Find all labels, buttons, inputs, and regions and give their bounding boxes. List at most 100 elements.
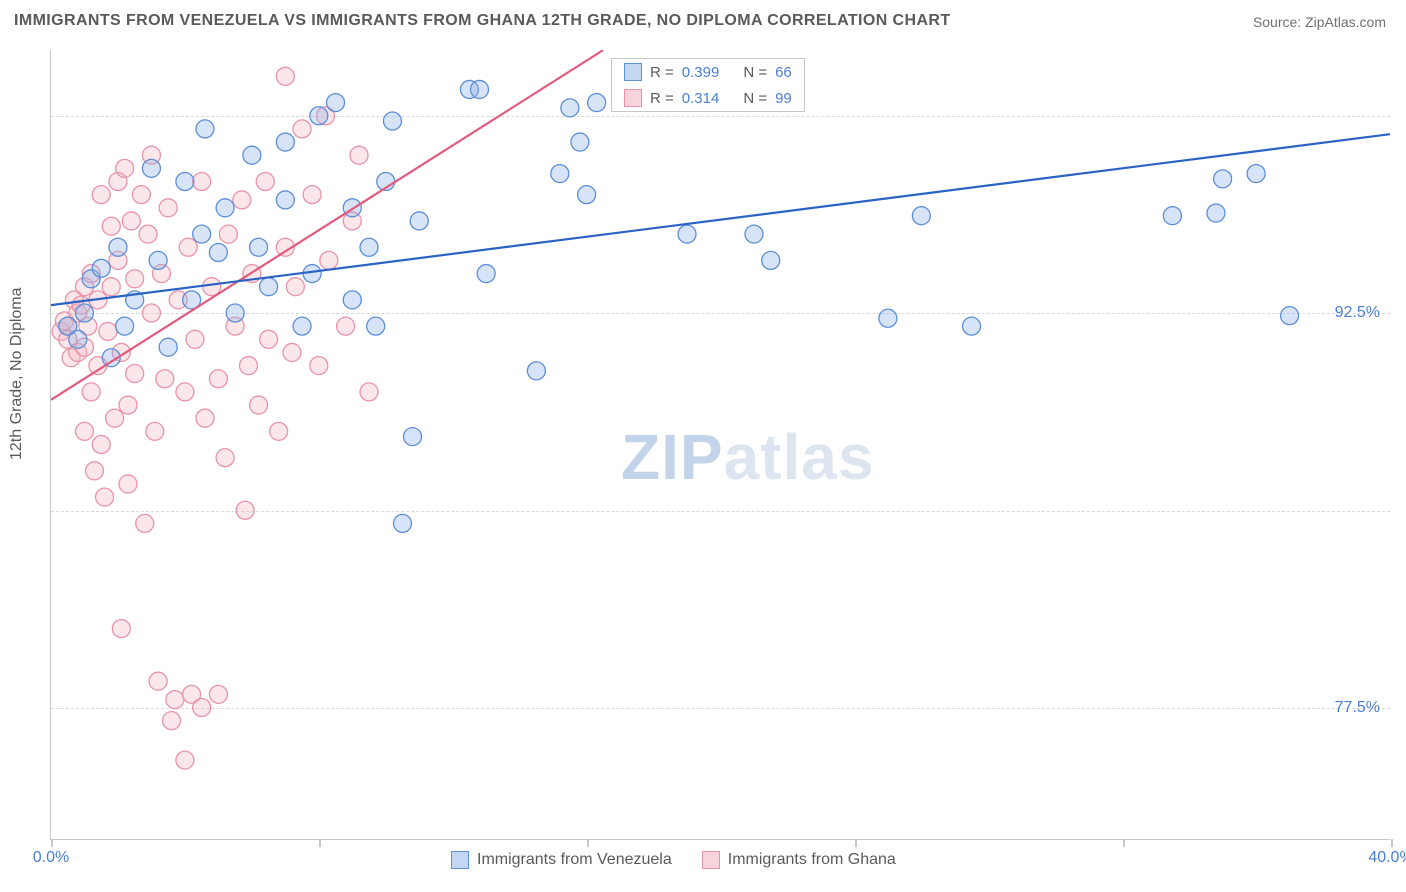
legend-n-label: N =: [743, 90, 767, 107]
scatter-point: [588, 94, 606, 112]
scatter-point: [250, 238, 268, 256]
scatter-point: [350, 146, 368, 164]
scatter-point: [293, 120, 311, 138]
scatter-point: [270, 422, 288, 440]
scatter-point: [963, 317, 981, 335]
scatter-point: [166, 691, 184, 709]
scatter-point: [176, 383, 194, 401]
series-legend: Immigrants from Venezuela Immigrants from…: [451, 851, 896, 869]
chart-plot-area: ZIPatlas R =0.399N =66R =0.314N =99 Immi…: [50, 50, 1390, 840]
scatter-point: [126, 270, 144, 288]
scatter-point: [122, 212, 140, 230]
scatter-point: [360, 238, 378, 256]
scatter-point: [186, 330, 204, 348]
legend-n-label: N =: [743, 64, 767, 81]
scatter-point: [82, 383, 100, 401]
scatter-point: [216, 449, 234, 467]
scatter-point: [561, 99, 579, 117]
scatter-point: [159, 338, 177, 356]
scatter-point: [196, 409, 214, 427]
scatter-point: [551, 165, 569, 183]
legend-item: Immigrants from Ghana: [702, 851, 896, 869]
legend-swatch: [624, 89, 642, 107]
legend-swatch: [451, 851, 469, 869]
x-tick: [855, 839, 857, 847]
scatter-point: [96, 488, 114, 506]
x-tick: [1391, 839, 1393, 847]
scatter-point: [219, 225, 237, 243]
scatter-point: [337, 317, 355, 335]
scatter-point: [762, 251, 780, 269]
legend-series-label: Immigrants from Venezuela: [477, 851, 672, 869]
scatter-point: [678, 225, 696, 243]
scatter-point: [132, 186, 150, 204]
scatter-point: [912, 207, 930, 225]
scatter-point: [310, 357, 328, 375]
legend-series-label: Immigrants from Ghana: [728, 851, 896, 869]
scatter-point: [119, 396, 137, 414]
x-tick-label: 0.0%: [33, 849, 69, 867]
scatter-point: [102, 217, 120, 235]
scatter-point: [193, 699, 211, 717]
scatter-point: [146, 422, 164, 440]
scatter-point: [116, 159, 134, 177]
legend-n-value: 99: [775, 90, 792, 107]
scatter-point: [69, 330, 87, 348]
scatter-point: [139, 225, 157, 243]
scatter-point: [1207, 204, 1225, 222]
scatter-point: [1247, 165, 1265, 183]
scatter-point: [92, 186, 110, 204]
scatter-point: [75, 304, 93, 322]
scatter-point: [360, 383, 378, 401]
scatter-point: [149, 672, 167, 690]
scatter-point: [243, 146, 261, 164]
scatter-point: [1281, 307, 1299, 325]
source-prefix: Source:: [1253, 14, 1305, 30]
scatter-point: [286, 278, 304, 296]
x-tick: [1123, 839, 1125, 847]
legend-r-value: 0.399: [682, 64, 720, 81]
scatter-point: [383, 112, 401, 130]
scatter-point: [276, 133, 294, 151]
scatter-point: [142, 304, 160, 322]
scatter-point: [240, 357, 258, 375]
scatter-point: [343, 291, 361, 309]
source-name: ZipAtlas.com: [1305, 14, 1386, 30]
scatter-point: [92, 436, 110, 454]
scatter-point: [236, 501, 254, 519]
scatter-point: [310, 107, 328, 125]
scatter-point: [256, 173, 274, 191]
scatter-point: [303, 186, 321, 204]
x-tick: [587, 839, 589, 847]
y-axis-label: 12th Grade, No Diploma: [8, 287, 26, 460]
scatter-point: [142, 159, 160, 177]
scatter-point: [477, 265, 495, 283]
scatter-point: [99, 322, 117, 340]
scatter-point: [410, 212, 428, 230]
scatter-point: [126, 365, 144, 383]
scatter-point: [196, 120, 214, 138]
scatter-point: [216, 199, 234, 217]
scatter-point: [75, 422, 93, 440]
scatter-point: [470, 80, 488, 98]
x-tick: [319, 839, 321, 847]
source-attribution: Source: ZipAtlas.com: [1253, 14, 1386, 30]
scatter-point: [179, 238, 197, 256]
legend-swatch: [624, 63, 642, 81]
scatter-point: [209, 370, 227, 388]
scatter-point: [1163, 207, 1181, 225]
chart-title: IMMIGRANTS FROM VENEZUELA VS IMMIGRANTS …: [14, 12, 951, 30]
scatter-point: [745, 225, 763, 243]
scatter-point: [260, 278, 278, 296]
correlation-legend: R =0.399N =66R =0.314N =99: [611, 58, 805, 112]
scatter-point: [283, 343, 301, 361]
scatter-point: [571, 133, 589, 151]
scatter-point: [149, 251, 167, 269]
scatter-point: [102, 278, 120, 296]
legend-row: R =0.314N =99: [612, 85, 804, 111]
scatter-point: [176, 751, 194, 769]
scatter-point: [116, 317, 134, 335]
scatter-point: [1214, 170, 1232, 188]
legend-r-value: 0.314: [682, 90, 720, 107]
scatter-point: [86, 462, 104, 480]
